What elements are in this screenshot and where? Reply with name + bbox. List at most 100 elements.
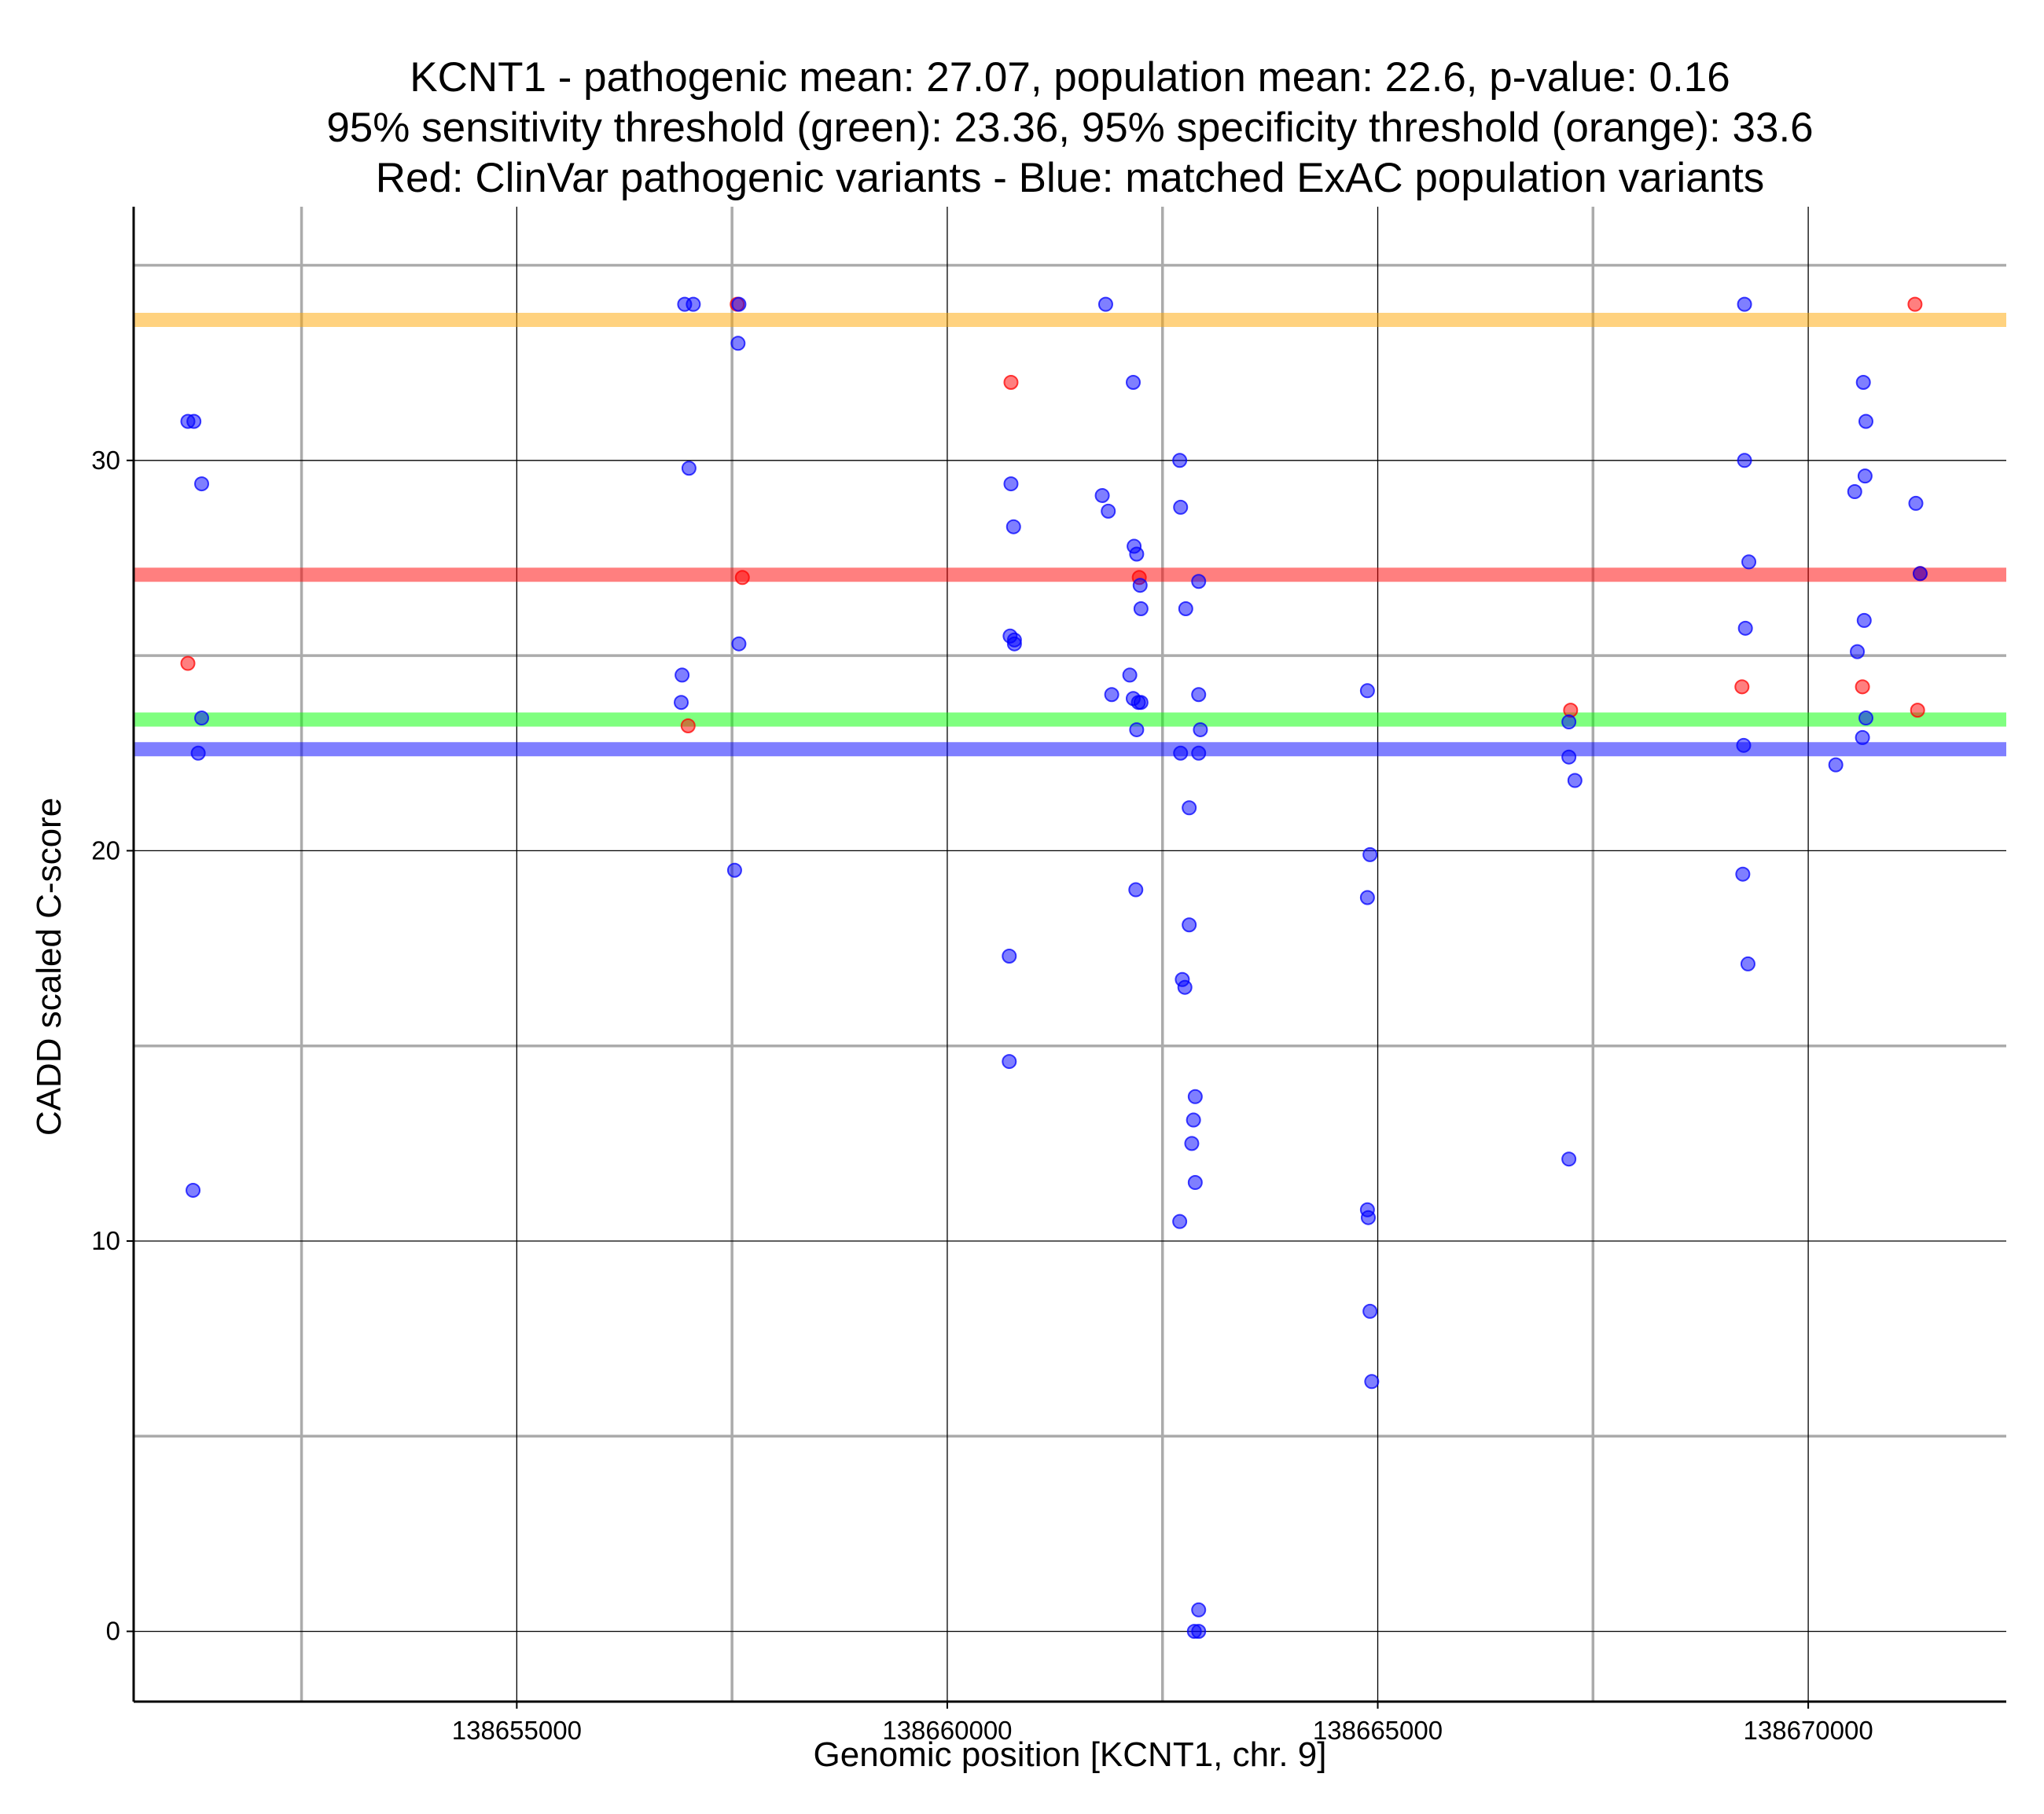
population-point bbox=[1178, 601, 1193, 617]
chart-title-line-1: KCNT1 - pathogenic mean: 27.07, populati… bbox=[410, 54, 1730, 101]
population-point bbox=[731, 636, 747, 652]
population-point bbox=[730, 336, 746, 351]
population-point bbox=[1097, 296, 1113, 312]
population-point bbox=[681, 461, 697, 476]
population-point bbox=[1186, 1112, 1201, 1128]
population-point bbox=[674, 695, 689, 711]
population-point bbox=[1857, 468, 1873, 484]
population-point bbox=[1129, 546, 1145, 562]
population-point bbox=[1740, 956, 1755, 971]
population-point bbox=[1104, 687, 1119, 703]
population-point bbox=[1182, 800, 1197, 816]
population-point bbox=[190, 745, 206, 761]
threshold-lines bbox=[134, 313, 2006, 757]
population-point bbox=[1567, 773, 1583, 788]
population-point bbox=[1101, 503, 1116, 519]
x-tick-label: 138665000 bbox=[1313, 1716, 1443, 1745]
population-point bbox=[731, 296, 747, 312]
population-point bbox=[675, 667, 690, 683]
population-point bbox=[1858, 413, 1873, 429]
population-point bbox=[1182, 917, 1197, 933]
population-point bbox=[1561, 714, 1577, 730]
population-point bbox=[1173, 499, 1189, 515]
population-point bbox=[186, 1182, 201, 1198]
x-tick-label: 138660000 bbox=[882, 1716, 1012, 1745]
y-tick-label: 20 bbox=[91, 835, 120, 865]
population-point bbox=[1737, 620, 1753, 636]
y-tick-label: 30 bbox=[91, 446, 120, 475]
population-point bbox=[1855, 374, 1871, 390]
population-point bbox=[1132, 578, 1148, 593]
y-tick-label: 0 bbox=[106, 1617, 120, 1646]
population-point bbox=[1173, 745, 1189, 761]
population-point bbox=[1360, 1210, 1376, 1225]
grid-lines bbox=[134, 207, 2006, 1702]
population-point bbox=[1187, 1175, 1203, 1191]
population-point bbox=[1912, 566, 1928, 582]
pathogenic-point bbox=[1003, 374, 1019, 390]
population-point bbox=[194, 711, 210, 726]
y-tick-label: 10 bbox=[91, 1226, 120, 1255]
population-point bbox=[1193, 722, 1208, 737]
population-point bbox=[1006, 636, 1022, 652]
population-point bbox=[1561, 1151, 1577, 1167]
population-point bbox=[1191, 745, 1207, 761]
tick-labels: 138655000 138660000 138665000 138670000 0 10 2… bbox=[91, 446, 1873, 1745]
population-point bbox=[1094, 487, 1110, 503]
population-point bbox=[1172, 453, 1188, 468]
pathogenic-point bbox=[1855, 679, 1870, 695]
population-point bbox=[1856, 612, 1872, 628]
population-point bbox=[1128, 882, 1144, 898]
population-point bbox=[1002, 948, 1017, 964]
x-tick-label: 138670000 bbox=[1744, 1716, 1873, 1745]
population-point bbox=[1855, 729, 1870, 745]
population-point bbox=[1362, 846, 1378, 862]
population-point bbox=[1191, 1602, 1207, 1618]
population-point bbox=[1828, 757, 1844, 773]
pathogenic-point bbox=[1910, 703, 1925, 718]
population-point bbox=[1741, 554, 1757, 570]
x-tick-label: 138655000 bbox=[452, 1716, 582, 1745]
population-point bbox=[1908, 495, 1924, 511]
population-point bbox=[1359, 683, 1375, 699]
population-point bbox=[1737, 296, 1752, 312]
y-axis-label: CADD scaled C-score bbox=[30, 798, 68, 1136]
population-point bbox=[186, 413, 202, 429]
population-point bbox=[686, 296, 701, 312]
chart-title-line-2: 95% sensitivity threshold (green): 23.36… bbox=[326, 105, 1813, 151]
pathogenic-point bbox=[734, 570, 750, 586]
population-point bbox=[1364, 1374, 1380, 1390]
population-point bbox=[1005, 519, 1021, 534]
population-point bbox=[726, 862, 742, 878]
population-point bbox=[1735, 866, 1751, 882]
population-point bbox=[1561, 749, 1577, 765]
population-point bbox=[1177, 979, 1193, 995]
population-point bbox=[1187, 1089, 1203, 1104]
chart-title-line-3: Red: ClinVar pathogenic variants - Blue:… bbox=[376, 155, 1765, 201]
population-point bbox=[1847, 484, 1862, 500]
population-point bbox=[1850, 644, 1866, 659]
population-point bbox=[1125, 374, 1141, 390]
population-point bbox=[1129, 722, 1145, 737]
pathogenic-point bbox=[680, 718, 696, 733]
population-point bbox=[1736, 737, 1752, 753]
x-axis-label: Genomic position [KCNT1, chr. 9] bbox=[814, 1735, 1327, 1774]
population-point bbox=[1191, 687, 1207, 703]
pathogenic-point bbox=[1734, 679, 1750, 695]
population-point bbox=[1172, 1214, 1188, 1229]
population-point bbox=[1858, 711, 1873, 726]
population-point bbox=[1191, 1624, 1207, 1640]
pathogenic-point bbox=[1907, 296, 1923, 312]
data-points bbox=[180, 296, 1928, 1640]
population-point bbox=[1737, 453, 1752, 468]
population-point bbox=[1003, 476, 1019, 492]
population-point bbox=[1133, 695, 1149, 711]
population-point bbox=[194, 476, 210, 492]
population-point bbox=[1362, 1303, 1378, 1319]
population-point bbox=[1359, 890, 1375, 905]
population-point bbox=[1184, 1136, 1200, 1151]
pathogenic-point bbox=[180, 655, 196, 671]
population-point bbox=[1133, 601, 1149, 617]
population-point bbox=[1002, 1054, 1017, 1070]
population-point bbox=[1122, 667, 1138, 683]
